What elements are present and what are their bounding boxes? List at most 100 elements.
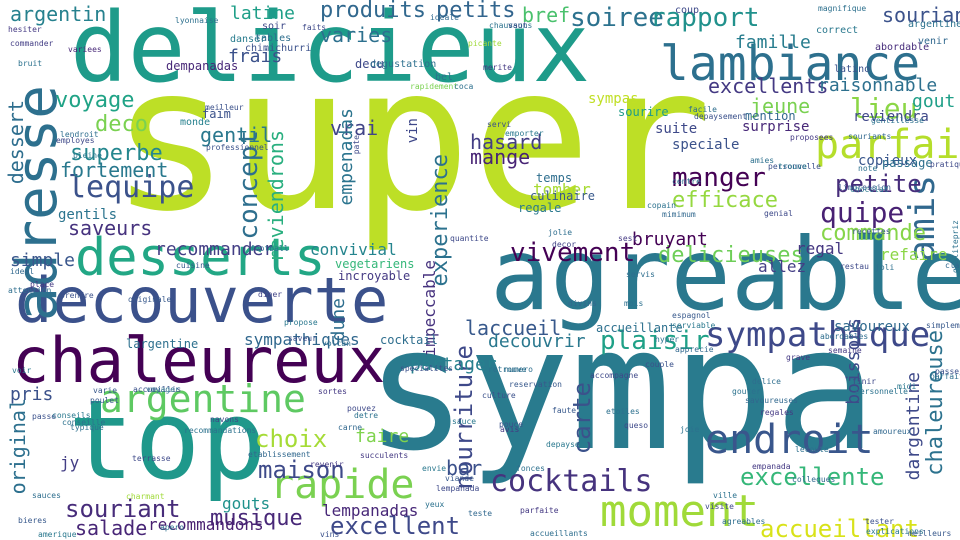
cloud-word: fonces	[516, 464, 545, 473]
cloud-word: note	[858, 164, 878, 173]
cloud-word: finir	[852, 377, 877, 386]
cloud-word: explications	[866, 527, 924, 536]
cloud-word: pratique	[930, 160, 960, 169]
cloud-word: regal	[796, 239, 845, 258]
cloud-word: refaire	[880, 245, 948, 264]
cloud-word: gouter	[732, 387, 761, 396]
cloud-word: souriants	[848, 132, 892, 141]
cloud-word: bar	[446, 456, 483, 480]
cloud-word: voir	[12, 366, 32, 375]
cloud-word: poulet	[90, 396, 119, 405]
cloud-word: mange	[470, 145, 531, 169]
cloud-word: picante	[468, 39, 502, 48]
cloud-word: vrai	[330, 116, 379, 140]
cloud-word: apprecie	[675, 345, 714, 354]
cloud-word: largentine	[126, 337, 199, 351]
cloud-word: ideale	[430, 13, 459, 22]
cloud-word: degustation	[370, 59, 437, 70]
cloud-word: dempanadas	[166, 59, 239, 73]
cloud-word: reservation	[509, 380, 562, 389]
cloud-word: frais	[228, 46, 283, 67]
cloud-word: partager	[410, 354, 497, 375]
cloud-word: culture	[482, 391, 516, 400]
cloud-word: agreable	[490, 216, 960, 333]
cloud-word: depayse	[546, 440, 580, 449]
cloud-word: passer	[935, 367, 960, 376]
cloud-word: lequipe	[68, 170, 195, 205]
cloud-word: cocktail	[380, 333, 438, 347]
cloud-word: lecoute	[795, 445, 829, 454]
cloud-word: original	[6, 398, 30, 495]
cloud-word: pouvez	[347, 404, 376, 413]
cloud-word: venir	[918, 36, 949, 47]
cloud-word: gout	[912, 91, 956, 112]
cloud-word: voyage	[55, 88, 135, 113]
cloud-word: sympathiques	[244, 330, 360, 349]
cloud-word: employes	[56, 136, 95, 145]
cloud-word: magnifique	[818, 4, 867, 13]
cloud-word: serviable	[672, 321, 716, 330]
cloud-word: volcan	[322, 339, 351, 348]
cloud-word: argentines	[908, 19, 960, 30]
cloud-word: hasard	[470, 130, 543, 154]
cloud-word: petits	[436, 0, 516, 23]
cloud-word: pouce	[499, 420, 524, 429]
cloud-word: terrasse	[132, 454, 171, 463]
cloud-word: savoureux	[834, 319, 910, 335]
cloud-word: vaut	[508, 21, 528, 30]
cloud-word: savoureuses	[745, 396, 798, 405]
cloud-word: parfaite	[520, 506, 559, 515]
cloud-word: charmant	[126, 492, 165, 501]
cloud-word: hesiter	[8, 25, 42, 34]
cloud-word: revenir	[310, 460, 344, 469]
cloud-word: superbe	[70, 141, 163, 166]
cloud-word: grave	[786, 353, 811, 362]
cloud-word: retrouve	[488, 365, 527, 374]
cloud-word: bieres	[18, 516, 47, 525]
cloud-word: choix	[255, 425, 328, 453]
cloud-word: ville	[713, 491, 738, 500]
cloud-word: lendroit	[60, 130, 99, 139]
cloud-word: teste	[468, 509, 493, 518]
cloud-word: chaussons	[489, 21, 533, 30]
cloud-word: lempanadas	[322, 501, 419, 520]
cloud-word: faits	[302, 23, 327, 32]
cloud-word: jeune	[750, 94, 811, 118]
cloud-word: empenadas	[336, 108, 357, 206]
cloud-word: meilleur	[205, 103, 244, 112]
cloud-word: simple	[10, 250, 76, 271]
cloud-word: allez	[758, 257, 807, 276]
cloud-word: abordables	[820, 332, 869, 341]
cloud-word: soiree	[570, 3, 664, 33]
cloud-word: lyonnaise	[175, 16, 219, 25]
cloud-word: souriante	[882, 3, 960, 27]
cloud-word: incroyable	[338, 269, 411, 283]
cloud-word: rapidement	[410, 82, 459, 91]
cloud-word: personnelle	[768, 162, 821, 171]
cloud-word: delicieuses	[658, 243, 804, 268]
cloud-word: maison	[258, 456, 345, 484]
cloud-word: deco	[95, 112, 148, 137]
cloud-word: pris	[10, 384, 54, 405]
cloud-word: voyager	[146, 385, 180, 394]
cloud-word: passe	[32, 412, 57, 421]
cloud-word: espagnol	[672, 311, 711, 320]
cloud-word: tester	[865, 517, 894, 526]
cloud-word: sest	[618, 234, 638, 243]
cloud-word: decor	[552, 240, 577, 249]
cloud-word: accueillants	[530, 529, 588, 538]
cloud-word: football	[250, 244, 289, 253]
cloud-word: souriant	[65, 495, 181, 523]
cloud-word: accueillant	[760, 515, 919, 540]
cloud-word: moment	[600, 486, 759, 537]
cloud-word: ideal	[10, 267, 35, 276]
cloud-word: gentils	[58, 207, 118, 223]
cloud-word: lempanada	[436, 484, 480, 493]
cloud-word: prendre	[60, 291, 94, 300]
cloud-word: apero	[160, 523, 185, 532]
cloud-word: avis	[500, 425, 520, 434]
cloud-word: super	[110, 23, 713, 256]
cloud-word: varies	[320, 23, 393, 47]
cloud-word: sympa	[365, 291, 877, 489]
